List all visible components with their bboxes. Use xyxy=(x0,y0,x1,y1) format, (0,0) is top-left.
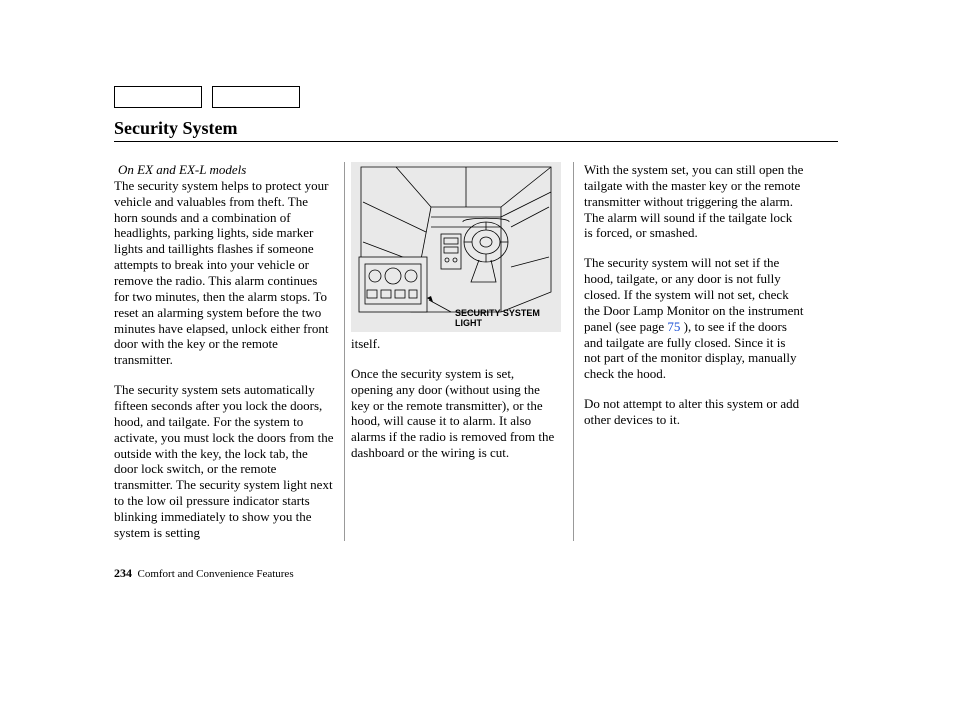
col3-para-2: The security system will not set if the … xyxy=(584,255,804,382)
content-columns: On EX and EX-L models The security syste… xyxy=(114,162,838,541)
placeholder-box-1 xyxy=(114,86,202,108)
page-number: 234 xyxy=(114,566,132,580)
manual-page: Security System On EX and EX-L models Th… xyxy=(114,86,838,541)
figure-label-line2: LIGHT xyxy=(455,318,482,328)
security-system-figure: SECURITY SYSTEM LIGHT xyxy=(351,162,561,332)
col2-para-2: Once the security system is set, opening… xyxy=(351,366,559,461)
footer-section-name: Comfort and Convenience Features xyxy=(138,568,294,580)
col2-para-1: itself. xyxy=(351,336,559,352)
page-title: Security System xyxy=(114,118,838,139)
header-placeholder-boxes xyxy=(114,86,838,108)
model-subheading: On EX and EX-L models xyxy=(118,162,334,178)
page-footer: 234 Comfort and Convenience Features xyxy=(114,566,294,581)
col3-para-1: With the system set, you can still open … xyxy=(584,162,804,241)
page-link-75[interactable]: 75 xyxy=(667,319,680,334)
column-1: On EX and EX-L models The security syste… xyxy=(114,162,344,541)
title-rule xyxy=(114,141,838,142)
column-2: SECURITY SYSTEM LIGHT itself. Once the s… xyxy=(344,162,574,541)
figure-label: SECURITY SYSTEM LIGHT xyxy=(455,309,555,328)
column-3: With the system set, you can still open … xyxy=(574,162,804,541)
col1-para-1: The security system helps to protect you… xyxy=(114,178,334,368)
col1-para-2: The security system sets automatically f… xyxy=(114,382,334,541)
placeholder-box-2 xyxy=(212,86,300,108)
dashboard-illustration-icon xyxy=(351,162,561,332)
col3-para-3: Do not attempt to alter this system or a… xyxy=(584,396,804,428)
